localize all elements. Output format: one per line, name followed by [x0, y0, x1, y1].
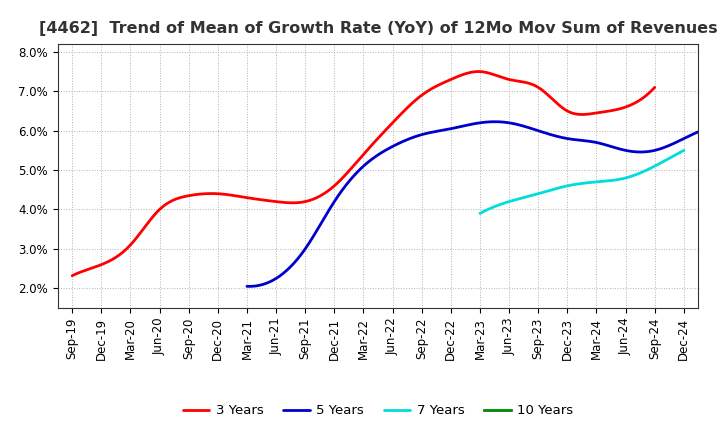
Legend: 3 Years, 5 Years, 7 Years, 10 Years: 3 Years, 5 Years, 7 Years, 10 Years	[177, 399, 579, 423]
5 Years	[468, 121, 477, 127]
5 Years	[626, 149, 635, 154]
5 Years	[522, 124, 531, 129]
Line: 3 Years: 3 Years	[72, 72, 654, 276]
3 Years	[546, 95, 555, 100]
5 Years	[491, 119, 500, 125]
5 Years	[699, 127, 708, 132]
3 Years	[650, 85, 659, 90]
3 Years	[474, 69, 482, 74]
5 Years	[708, 124, 717, 129]
7 Years	[572, 181, 581, 187]
3 Years	[345, 169, 354, 174]
3 Years	[68, 273, 76, 279]
Line: 5 Years: 5 Years	[247, 122, 713, 286]
7 Years	[586, 180, 595, 185]
3 Years	[348, 165, 356, 170]
5 Years	[497, 119, 505, 125]
5 Years	[243, 284, 251, 289]
7 Years	[675, 150, 683, 156]
7 Years	[574, 181, 582, 187]
3 Years	[383, 126, 392, 131]
7 Years	[597, 179, 606, 184]
Line: 7 Years: 7 Years	[480, 150, 684, 213]
Title: [4462]  Trend of Mean of Growth Rate (YoY) of 12Mo Mov Sum of Revenues: [4462] Trend of Mean of Growth Rate (YoY…	[39, 21, 717, 36]
7 Years	[476, 211, 485, 216]
7 Years	[643, 167, 652, 172]
3 Years	[637, 96, 646, 101]
5 Years	[246, 284, 254, 289]
7 Years	[680, 148, 688, 153]
3 Years	[415, 95, 423, 100]
5 Years	[465, 122, 474, 127]
